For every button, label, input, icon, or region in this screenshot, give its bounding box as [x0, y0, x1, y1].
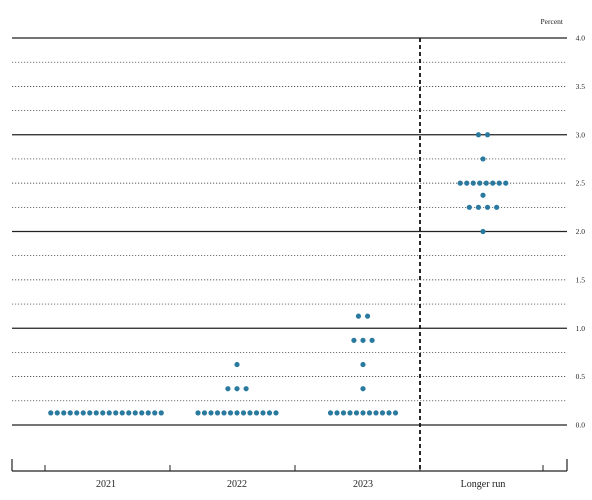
data-dot [234, 410, 240, 416]
y-tick-label: 3.0 [576, 130, 586, 139]
data-dot [494, 204, 500, 210]
data-dot [247, 410, 253, 416]
y-tick-label: 2.0 [576, 227, 586, 236]
x-category-label: 2023 [353, 479, 373, 490]
data-dot [145, 410, 151, 416]
data-dot [480, 228, 486, 235]
data-dot [340, 410, 347, 416]
y-tick-label: 4.0 [576, 34, 586, 43]
data-dot [477, 180, 483, 186]
data-dot [87, 410, 93, 416]
y-tick-label: 0.5 [576, 372, 586, 381]
data-dot [80, 410, 86, 416]
data-dot [457, 180, 463, 186]
x-category-label: Longer run [461, 479, 506, 490]
data-dot [243, 386, 249, 392]
data-dot [240, 410, 247, 416]
data-dot [366, 410, 373, 416]
data-dot [484, 204, 491, 210]
data-dot [227, 410, 234, 416]
y-tick-label: 1.5 [576, 275, 586, 284]
data-dot [496, 180, 502, 186]
data-dot [234, 361, 240, 368]
data-dot [369, 337, 375, 343]
data-dot [221, 410, 227, 416]
data-dot [379, 410, 386, 416]
data-dot [475, 132, 482, 138]
data-dot [480, 156, 486, 162]
data-dot [253, 410, 260, 416]
data-dot [386, 410, 392, 416]
data-dot [260, 410, 266, 416]
data-dot [355, 313, 362, 319]
data-dot [152, 410, 158, 416]
data-dot [360, 410, 366, 416]
data-dot [54, 410, 60, 416]
y-tick-label: 1.0 [576, 324, 586, 333]
y-tick-label: 0.0 [576, 421, 586, 430]
data-dot [464, 180, 470, 186]
data-dot [48, 410, 54, 416]
data-dot [126, 410, 132, 416]
data-dot [266, 410, 273, 416]
x-category-label: 2022 [227, 479, 247, 490]
data-dot [61, 410, 67, 416]
y-tick-label: 3.5 [576, 82, 586, 91]
data-dot [113, 410, 119, 416]
data-dot [158, 410, 164, 416]
data-dot [475, 204, 482, 210]
data-dot [373, 410, 379, 416]
labels: Percent 0.0 0.5 1.0 1.5 2.0 2.5 3.0 3.5 4.0 2021 2… [96, 17, 585, 490]
data-dot [466, 204, 472, 210]
data-dot [490, 180, 496, 186]
data-dot [214, 410, 221, 416]
data-dot [208, 410, 214, 416]
data-dot [347, 410, 353, 416]
data-dot [351, 337, 357, 343]
unit-label: Percent [541, 17, 564, 26]
data-dot [119, 410, 125, 416]
data-dot [364, 313, 371, 319]
data-dot [327, 410, 334, 416]
data-dot [132, 410, 138, 416]
data-dot [100, 410, 106, 416]
data-dot [74, 410, 80, 416]
data-dot [106, 410, 112, 416]
data-dot [334, 410, 340, 416]
data-dot [234, 386, 240, 392]
dots [48, 132, 509, 416]
y-tick-label: 2.5 [576, 179, 586, 188]
data-dot [67, 410, 73, 416]
data-dot [93, 410, 99, 416]
data-dot [392, 410, 399, 416]
data-dot [470, 180, 476, 186]
data-dot [353, 410, 360, 416]
data-dot [273, 410, 279, 416]
data-dot [484, 132, 491, 138]
data-dot [480, 192, 486, 198]
data-dot [360, 337, 366, 343]
data-dot [360, 361, 366, 368]
axes [11, 38, 568, 472]
data-dot [360, 386, 366, 392]
data-dot [483, 180, 489, 186]
data-dot [195, 410, 201, 416]
x-category-label: 2021 [96, 479, 116, 490]
data-dot [201, 410, 208, 416]
data-dot [139, 410, 145, 416]
data-dot [503, 180, 509, 186]
data-dot [225, 386, 231, 392]
